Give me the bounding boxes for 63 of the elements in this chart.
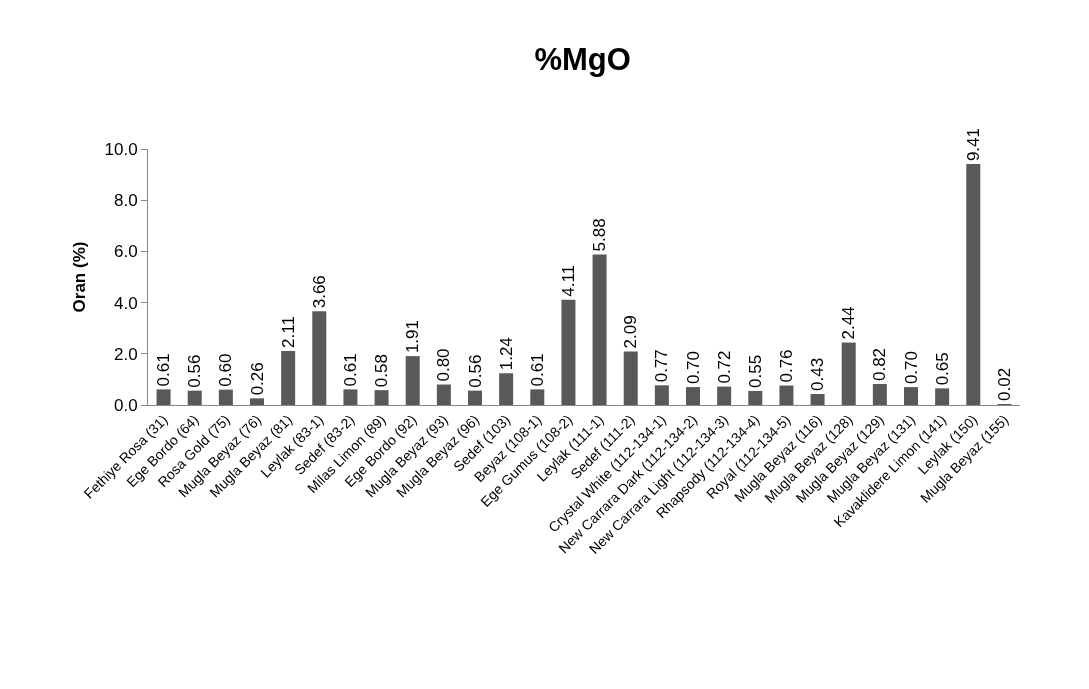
data-label: 2.09 bbox=[621, 315, 641, 349]
bar bbox=[685, 387, 701, 405]
data-label: 0.61 bbox=[340, 353, 360, 387]
data-label: 0.76 bbox=[776, 349, 796, 383]
data-label: 0.43 bbox=[808, 357, 828, 391]
data-label: 0.77 bbox=[652, 349, 672, 383]
data-label: 5.88 bbox=[590, 218, 610, 252]
bar bbox=[281, 350, 296, 405]
bar bbox=[249, 398, 265, 405]
bar bbox=[748, 390, 763, 405]
bar bbox=[623, 351, 638, 405]
y-tick-label: 4.0 bbox=[113, 293, 138, 313]
data-label: 0.55 bbox=[745, 354, 765, 388]
data-label: 0.56 bbox=[465, 354, 485, 388]
data-label: 0.65 bbox=[932, 352, 952, 386]
bar bbox=[841, 342, 856, 405]
bar bbox=[654, 385, 669, 405]
data-label: 2.44 bbox=[839, 306, 859, 340]
chart-title: %MgO bbox=[534, 41, 631, 77]
y-tick-label: 0.0 bbox=[113, 395, 138, 415]
bar bbox=[343, 389, 358, 405]
y-axis-title: Oran (%) bbox=[70, 241, 90, 313]
y-tick-label: 8.0 bbox=[113, 191, 138, 211]
data-label: 1.91 bbox=[403, 320, 423, 354]
data-label: 1.24 bbox=[496, 337, 516, 371]
bar bbox=[779, 385, 794, 405]
bar bbox=[717, 386, 732, 405]
bar bbox=[530, 389, 545, 405]
data-label: 0.80 bbox=[434, 348, 454, 382]
bar bbox=[405, 356, 420, 405]
data-label: 9.41 bbox=[963, 128, 983, 162]
bar bbox=[187, 390, 202, 405]
bar bbox=[156, 389, 171, 405]
bar bbox=[810, 393, 825, 405]
bar bbox=[561, 299, 576, 405]
bar bbox=[499, 373, 514, 405]
bar bbox=[935, 388, 950, 405]
data-label: 0.02 bbox=[994, 367, 1014, 401]
data-label: 2.11 bbox=[278, 316, 298, 348]
data-label: 0.82 bbox=[870, 347, 890, 382]
data-label: 4.11 bbox=[558, 264, 578, 297]
y-tick-label: 2.0 bbox=[113, 344, 138, 364]
data-label: 0.61 bbox=[154, 353, 174, 387]
data-label: 0.70 bbox=[683, 350, 703, 385]
y-tick-label: 6.0 bbox=[113, 242, 138, 262]
bar bbox=[467, 390, 483, 405]
data-label: 0.70 bbox=[901, 350, 921, 385]
bar bbox=[312, 311, 327, 405]
bar bbox=[872, 384, 887, 405]
data-label: 0.61 bbox=[527, 353, 547, 387]
data-label: 3.66 bbox=[309, 275, 329, 309]
data-label: 0.60 bbox=[216, 353, 236, 387]
bar bbox=[966, 164, 981, 405]
bar bbox=[218, 389, 233, 405]
bar bbox=[903, 387, 919, 405]
data-label: 0.58 bbox=[372, 354, 392, 388]
data-label: 0.56 bbox=[185, 354, 205, 388]
y-tick-label: 10.0 bbox=[104, 139, 138, 159]
bar bbox=[592, 254, 607, 405]
data-label: 0.26 bbox=[247, 362, 267, 396]
bar bbox=[436, 384, 451, 405]
bar bbox=[374, 390, 389, 405]
data-label: 0.72 bbox=[714, 350, 734, 384]
